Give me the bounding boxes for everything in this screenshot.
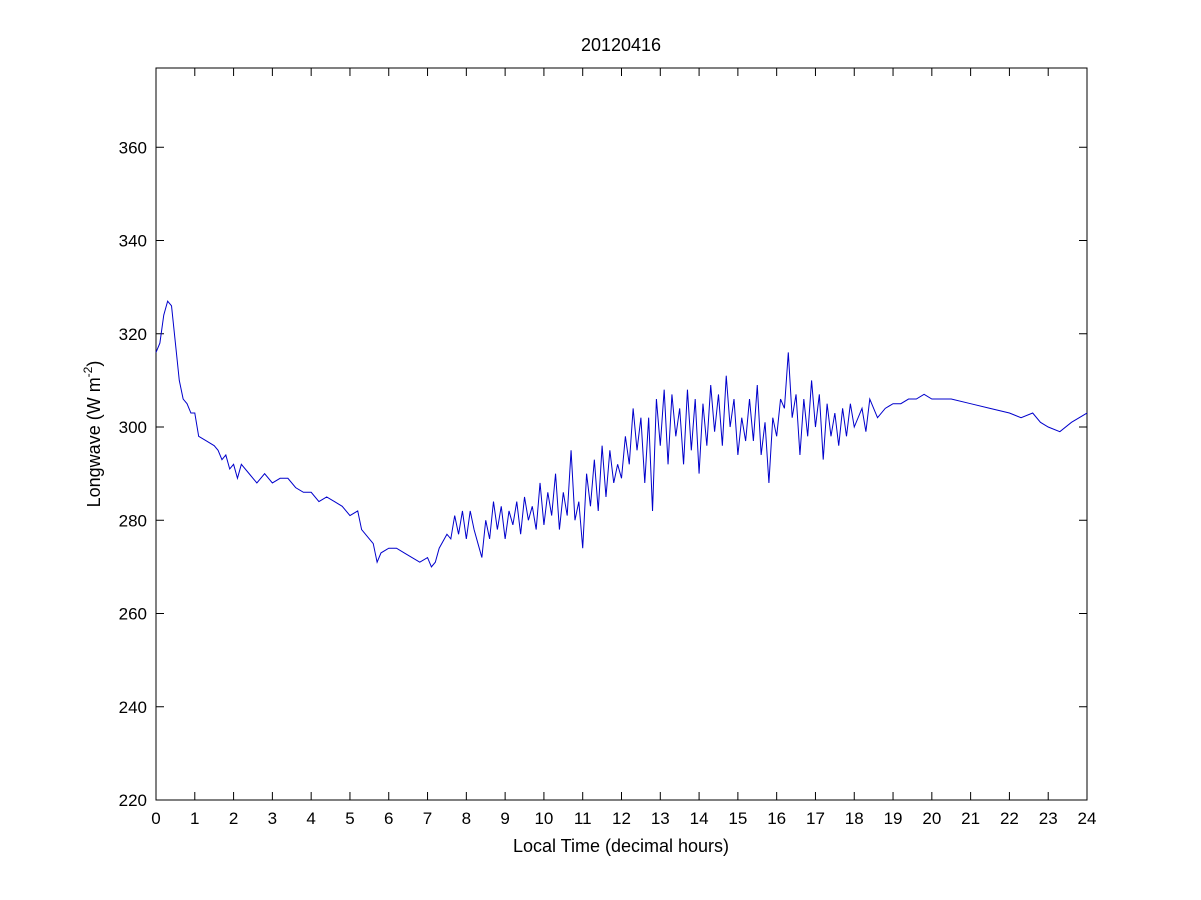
x-tick-label: 23 [1039,809,1058,828]
x-tick-label: 12 [612,809,631,828]
x-tick-label: 15 [728,809,747,828]
y-axis-label-main: Longwave (W m [84,377,104,507]
y-axis-label: Longwave (W m-2) [81,361,104,508]
x-tick-label: 16 [767,809,786,828]
x-tick-label: 14 [690,809,709,828]
y-tick-label: 340 [119,232,147,251]
x-tick-label: 17 [806,809,825,828]
x-tick-label: 5 [345,809,354,828]
y-tick-label: 280 [119,511,147,530]
x-tick-label: 18 [845,809,864,828]
x-tick-label: 7 [423,809,432,828]
x-tick-label: 22 [1000,809,1019,828]
chart-title: 20120416 [581,35,661,55]
y-tick-label: 360 [119,138,147,157]
y-tick-label: 260 [119,605,147,624]
x-tick-label: 1 [190,809,199,828]
x-tick-label: 2 [229,809,238,828]
x-tick-label: 3 [268,809,277,828]
y-tick-label: 220 [119,791,147,810]
y-tick-label: 300 [119,418,147,437]
x-tick-label: 13 [651,809,670,828]
x-axis-label: Local Time (decimal hours) [513,836,729,856]
y-axis-label-end: ) [84,361,104,367]
y-tick-label: 240 [119,698,147,717]
x-tick-label: 19 [884,809,903,828]
x-tick-label: 11 [574,809,592,828]
x-tick-label: 20 [922,809,941,828]
x-tick-label: 0 [151,809,160,828]
x-tick-label: 4 [306,809,315,828]
x-tick-label: 6 [384,809,393,828]
x-tick-label: 10 [534,809,553,828]
x-tick-label: 8 [462,809,471,828]
x-tick-label: 21 [961,809,980,828]
data-line [155,300,1088,568]
y-tick-label: 320 [119,325,147,344]
x-tick-label: 9 [500,809,509,828]
x-tick-label: 24 [1078,809,1097,828]
y-axis-label-sup: -2 [81,366,95,377]
